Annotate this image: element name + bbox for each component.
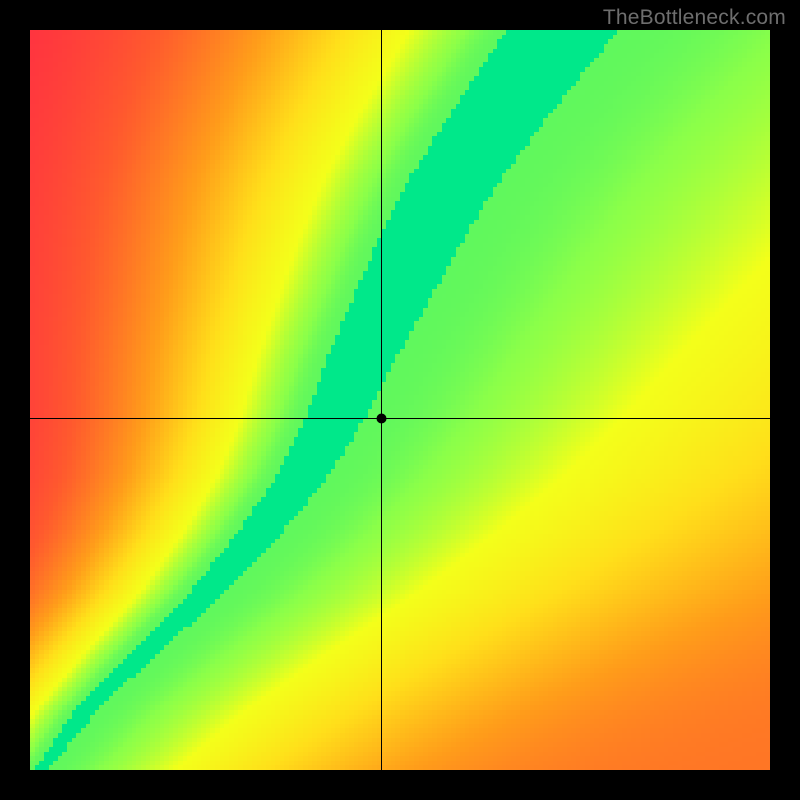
heatmap-canvas <box>30 30 770 770</box>
watermark-text: TheBottleneck.com <box>603 6 786 30</box>
plot-area <box>30 30 770 770</box>
chart-container: TheBottleneck.com <box>0 0 800 800</box>
